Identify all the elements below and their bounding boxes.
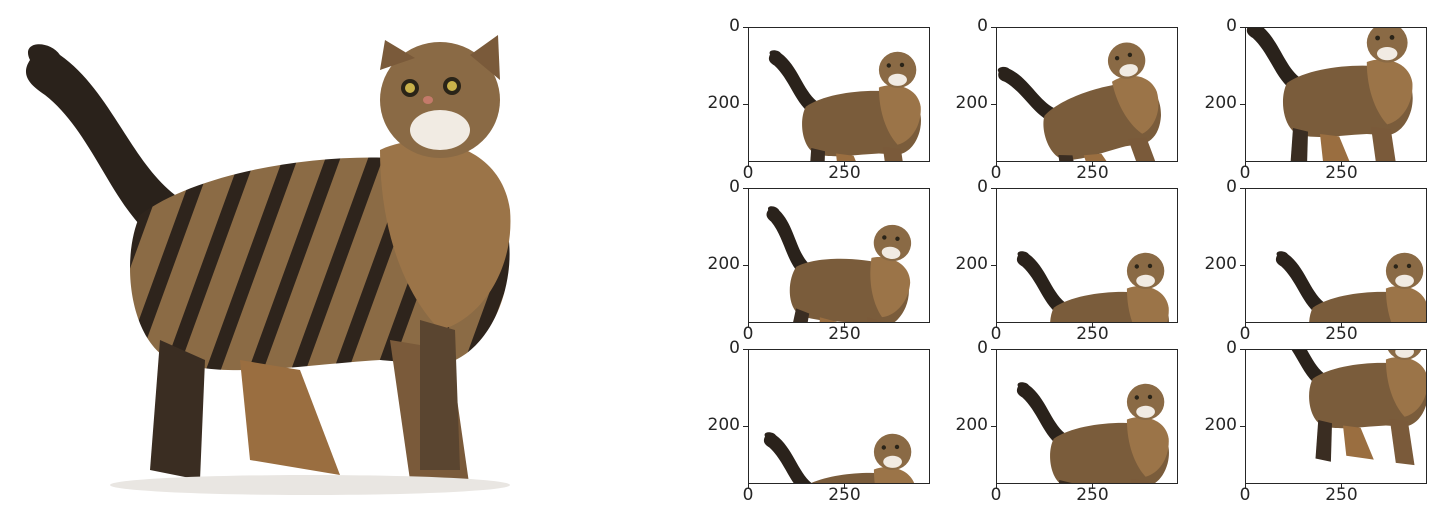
y-tick-mark (743, 425, 748, 427)
x-tick-label: 0 (990, 485, 1002, 505)
x-tick-mark (1341, 484, 1343, 489)
y-tick-label: 0 (977, 338, 988, 358)
x-tick-mark (748, 484, 749, 489)
subplot-axes (996, 349, 1178, 484)
y-tick-mark (743, 103, 748, 105)
y-tick-label: 200 (955, 414, 988, 435)
x-tick-mark (844, 323, 846, 328)
x-tick-mark (844, 162, 846, 167)
x-tick-label: 250 (1076, 324, 1109, 344)
x-tick-label: 0 (742, 485, 754, 505)
x-tick-mark (1245, 484, 1246, 489)
subplot-axes (748, 188, 930, 323)
x-tick-mark (844, 484, 846, 489)
x-tick-label: 0 (742, 324, 754, 344)
y-tick-label: 0 (1226, 338, 1237, 358)
subplot-axes (748, 27, 930, 162)
x-tick-mark (1341, 162, 1343, 167)
x-tick-mark (1092, 484, 1094, 489)
y-tick-mark (743, 349, 748, 350)
y-tick-mark (991, 27, 996, 28)
x-tick-mark (996, 162, 997, 167)
x-tick-label: 0 (1239, 485, 1251, 505)
x-tick-mark (748, 162, 749, 167)
y-tick-label: 0 (1226, 16, 1237, 36)
y-tick-mark (1240, 188, 1245, 189)
x-tick-label: 0 (990, 163, 1002, 183)
y-tick-mark (1240, 425, 1245, 427)
y-tick-mark (743, 264, 748, 266)
subplot-axes (1245, 27, 1427, 162)
x-tick-label: 250 (1325, 485, 1358, 505)
y-tick-label: 200 (707, 92, 740, 113)
y-tick-label: 0 (729, 338, 740, 358)
y-tick-label: 200 (955, 253, 988, 274)
subplot-axes (748, 349, 930, 484)
x-tick-label: 250 (828, 485, 861, 505)
subplot-axes (1245, 188, 1427, 323)
y-tick-mark (743, 27, 748, 28)
x-tick-mark (1092, 162, 1094, 167)
x-tick-label: 0 (742, 163, 754, 183)
y-tick-label: 0 (977, 16, 988, 36)
x-tick-label: 250 (1076, 485, 1109, 505)
x-tick-mark (996, 323, 997, 328)
y-tick-label: 200 (1204, 414, 1237, 435)
y-tick-mark (991, 264, 996, 266)
y-tick-label: 200 (955, 92, 988, 113)
subplot-axes (996, 188, 1178, 323)
augmented-images-grid: 0 200 0 250 0 200 0 250 0 200 0 250 (600, 0, 1440, 530)
y-tick-label: 0 (977, 177, 988, 197)
y-tick-label: 200 (707, 253, 740, 274)
y-tick-label: 0 (729, 16, 740, 36)
x-tick-mark (1245, 323, 1246, 328)
y-tick-mark (1240, 264, 1245, 266)
x-tick-label: 250 (1325, 324, 1358, 344)
y-tick-label: 0 (1226, 177, 1237, 197)
y-tick-mark (743, 188, 748, 189)
x-tick-label: 250 (1325, 163, 1358, 183)
subplot-axes (996, 27, 1178, 162)
y-tick-mark (1240, 103, 1245, 105)
x-tick-label: 0 (990, 324, 1002, 344)
x-tick-label: 250 (1076, 163, 1109, 183)
x-tick-label: 250 (828, 163, 861, 183)
y-tick-mark (1240, 349, 1245, 350)
x-tick-label: 250 (828, 324, 861, 344)
x-tick-label: 0 (1239, 324, 1251, 344)
x-tick-mark (996, 484, 997, 489)
y-tick-mark (991, 425, 996, 427)
x-tick-mark (1341, 323, 1343, 328)
y-tick-mark (991, 188, 996, 189)
y-tick-label: 200 (707, 414, 740, 435)
x-tick-mark (1092, 323, 1094, 328)
y-tick-label: 200 (1204, 253, 1237, 274)
x-tick-label: 0 (1239, 163, 1251, 183)
y-tick-label: 200 (1204, 92, 1237, 113)
y-tick-mark (991, 349, 996, 350)
x-tick-mark (1245, 162, 1246, 167)
subplot-axes (1245, 349, 1427, 484)
y-tick-mark (1240, 27, 1245, 28)
y-tick-label: 0 (729, 177, 740, 197)
y-tick-mark (991, 103, 996, 105)
main-cat-image (0, 0, 600, 530)
x-tick-mark (748, 323, 749, 328)
